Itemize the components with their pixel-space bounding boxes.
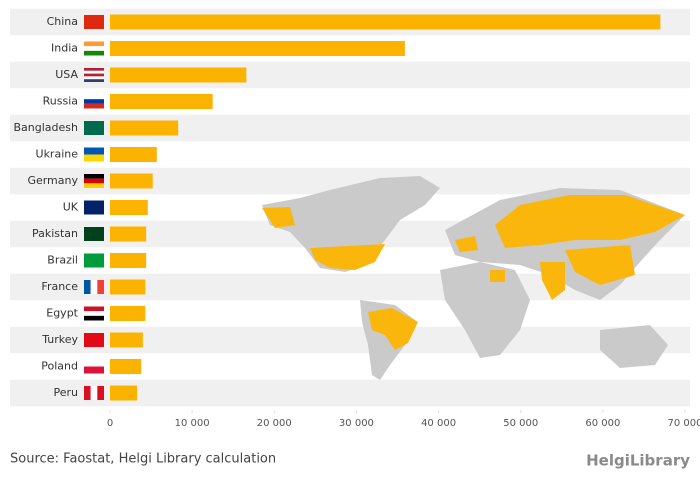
y-tick-label: Pakistan [32, 227, 78, 240]
bar [110, 94, 213, 109]
bar [110, 332, 143, 348]
x-tick-label: 70 000 [668, 418, 700, 429]
y-tick-label: Peru [53, 386, 78, 399]
flag-part [84, 99, 104, 104]
bar [110, 359, 142, 374]
flag-part [84, 70, 104, 74]
flag-part [84, 253, 104, 268]
flag-part [84, 76, 104, 80]
y-tick-label: China [47, 15, 78, 28]
x-tick-label: 20 000 [257, 418, 292, 429]
y-tick-label: Germany [27, 174, 78, 187]
bar [110, 14, 661, 30]
y-tick-label: Ukraine [36, 148, 79, 161]
flag-part [84, 154, 104, 162]
flag-part [84, 41, 104, 47]
flag-part [84, 121, 104, 135]
x-tick-label: 10 000 [175, 418, 210, 429]
flag-part [84, 50, 104, 56]
y-tick-label: UK [63, 201, 79, 214]
flag-part [84, 174, 104, 179]
x-tick-label: 40 000 [421, 418, 456, 429]
flag-part [84, 73, 104, 77]
y-tick-label: Russia [43, 95, 78, 108]
bar [110, 226, 147, 242]
bar [110, 147, 157, 162]
y-tick-label: USA [55, 68, 78, 81]
flag-part [84, 359, 104, 367]
flag-part [84, 147, 104, 155]
flag-part [84, 366, 104, 374]
bar [110, 279, 146, 295]
source: Source: Faostat, Helgi Library calculati… [10, 452, 276, 467]
flags [84, 15, 104, 400]
world-map [262, 176, 685, 380]
bar [110, 385, 138, 401]
flag-part [84, 15, 104, 29]
bar [110, 41, 405, 56]
x-tick-label: 50 000 [503, 418, 538, 429]
flag-part [84, 333, 104, 347]
bar [110, 67, 247, 83]
flag-part [90, 280, 98, 294]
bar [110, 253, 147, 268]
flag-part [84, 311, 104, 316]
y-tick-label: India [51, 42, 78, 55]
y-tick-label: France [41, 280, 78, 293]
x-tick-label: 30 000 [339, 418, 374, 429]
flag-part [84, 315, 104, 321]
flag-part [84, 94, 104, 100]
flag-part [84, 200, 104, 215]
flag-part [97, 386, 104, 400]
flag-part [84, 227, 104, 241]
flag-part [84, 178, 104, 184]
bar [110, 120, 179, 136]
flag-part [84, 79, 104, 82]
flag-part [84, 103, 104, 109]
flag-part [84, 183, 104, 188]
flag-part [84, 68, 104, 71]
bar [110, 173, 153, 189]
x-tick-label: 60 000 [585, 418, 620, 429]
y-tick-label: Poland [41, 360, 78, 373]
flag-part [97, 280, 104, 294]
x-tick-label: 0 [107, 418, 113, 429]
y-tick-label: Brazil [47, 254, 78, 267]
bar [110, 200, 148, 215]
bar [110, 306, 146, 321]
flag-part [84, 46, 104, 51]
y-tick-label: Turkey [41, 333, 78, 346]
flag-part [90, 386, 98, 400]
logo: HelgiLibrary [586, 452, 690, 470]
flag-part [84, 386, 91, 400]
flag-part [84, 280, 91, 294]
y-tick-label: Egypt [46, 307, 78, 320]
flag-part [84, 306, 104, 312]
y-tick-label: Bangladesh [14, 121, 79, 134]
